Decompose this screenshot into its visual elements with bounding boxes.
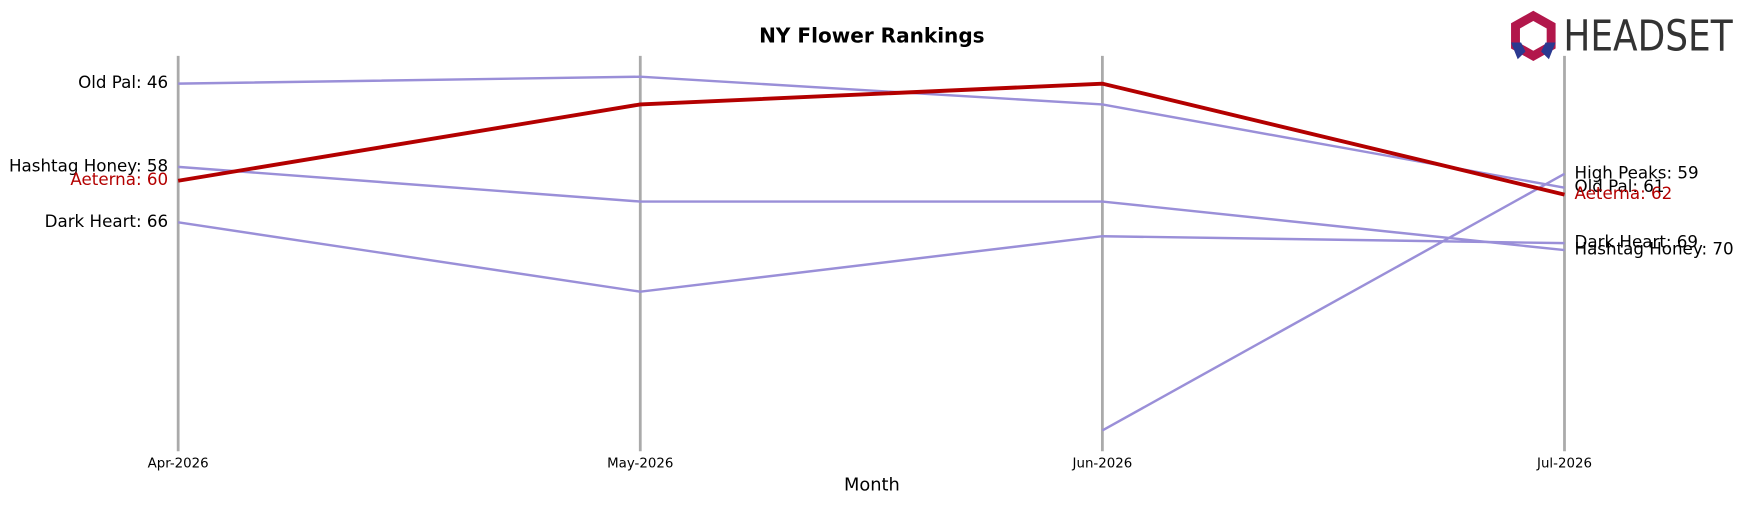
value-label: Dark Heart: 66: [45, 211, 169, 231]
logo: HEADSET: [1511, 10, 1733, 62]
logo-icon: [1511, 10, 1556, 62]
value-label: High Peaks: 59: [1575, 162, 1699, 182]
value-label: Hashtag Honey: 70: [1575, 239, 1734, 259]
value-label: Old Pal: 61: [1575, 176, 1665, 196]
x-tick-label: Apr-2026: [148, 456, 209, 471]
value-label: Dark Heart: 69: [1575, 232, 1699, 252]
value-label: Aeterna: 60: [70, 169, 168, 189]
value-label: Hashtag Honey: 58: [9, 155, 168, 175]
x-tick-label: May-2026: [607, 456, 673, 471]
x-tick-label: Jul-2026: [1536, 456, 1592, 471]
chart-title: NY Flower Rankings: [759, 23, 984, 47]
series-line: [177, 81, 1565, 197]
logo-icon: [1511, 42, 1526, 60]
series-line: [177, 221, 1565, 293]
value-label: Aeterna: 62: [1575, 183, 1673, 203]
series-line: [178, 75, 1565, 189]
x-axis-label: Month: [844, 475, 900, 496]
value-label: Old Pal: 46: [78, 72, 168, 92]
logo-text: HEADSET: [1563, 12, 1732, 61]
x-tick-label: Jun-2026: [1072, 456, 1133, 471]
series-line: [178, 165, 1565, 252]
logo-icon: [1541, 42, 1556, 60]
series-line: [1101, 172, 1566, 432]
